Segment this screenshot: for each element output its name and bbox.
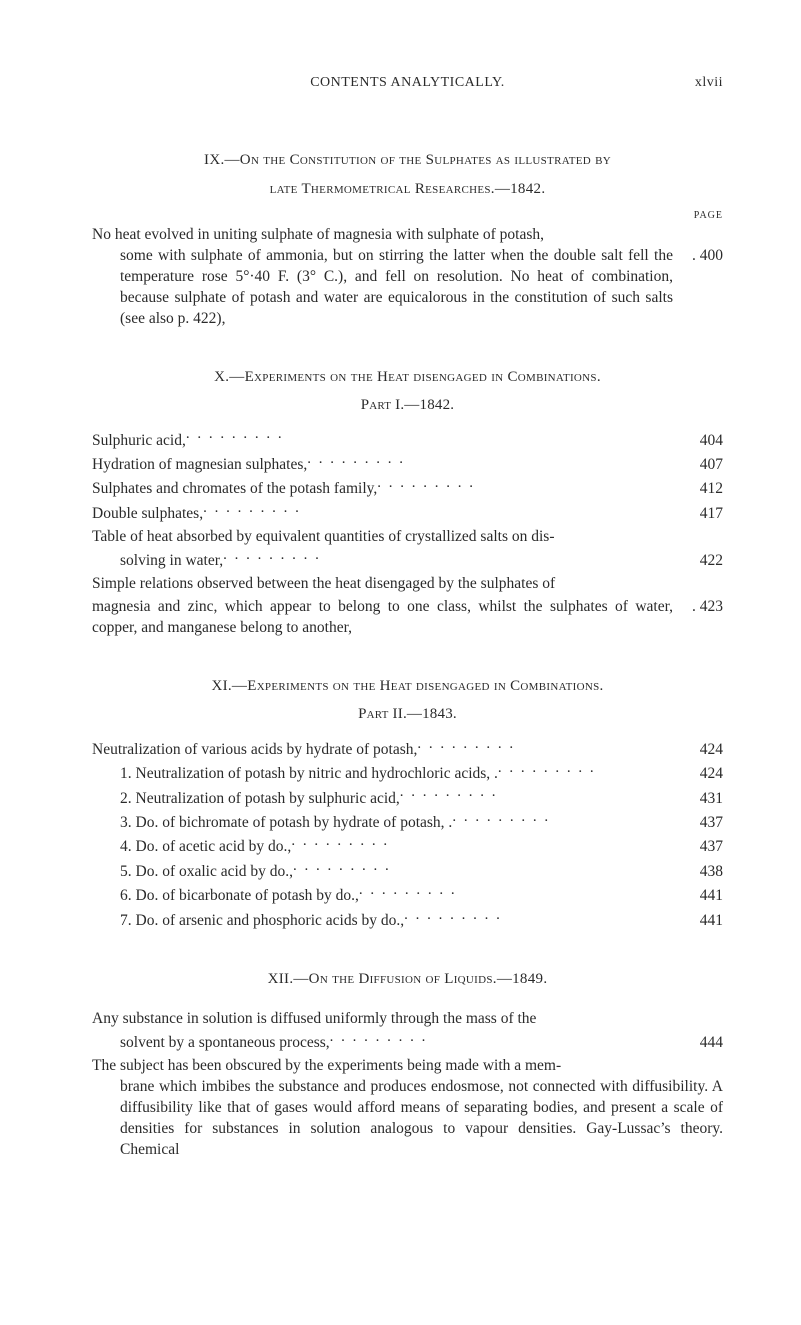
section-xii-para2-lead: The subject has been obscured by the exp… [92,1056,723,1077]
section-xii-title: XII.—On the Diffusion of Liquids.—1849. [128,968,688,991]
list-page: 424 [673,764,723,785]
toc-page: 444 [673,1033,723,1054]
section-xi-title: XI.—Experiments on the Heat disengaged i… [128,675,688,698]
section-x-subtitle: Part I.—1842. [92,395,723,415]
leader-dots [377,478,673,494]
toc-label: Double sulphates, [92,504,203,525]
section-x-para2-body: magnesia and zinc, which appear to belon… [92,597,673,639]
list-page: 437 [673,813,723,834]
toc-page: 417 [673,504,723,525]
section-xi-subtitle: Part II.—1843. [92,704,723,724]
list-label: 7. Do. of arsenic and phosphoric acids b… [92,911,404,932]
leader-dots [291,836,673,852]
leader-dots [404,909,673,925]
toc-label: Sulphuric acid, [92,431,186,452]
section-x-para2-lead: Simple relations observed between the he… [92,574,723,595]
section-xii-para2-body: brane which imbibes the substance and pr… [92,1077,723,1161]
leader-dots [452,812,673,828]
page-label: PAGE [92,209,723,223]
section-xii: XII.—On the Diffusion of Liquids.—1849. … [92,968,723,1161]
section-x-title: X.—Experiments on the Heat disengaged in… [128,366,688,389]
section-xi-list: 1. Neutralization of potash by nitric an… [92,763,723,932]
toc-entry: solvent by a spontaneous process, 444 [92,1032,723,1054]
list-label: 2. Neutralization of potash by sulphuric… [92,789,400,810]
toc-page: 412 [673,479,723,500]
list-page: 431 [673,789,723,810]
leader-dots [223,550,673,566]
list-page: 441 [673,911,723,932]
toc-entry: magnesia and zinc, which appear to belon… [92,597,723,639]
toc-page: . 423 [673,597,723,618]
toc-label: Neutralization of various acids by hydra… [92,740,417,761]
toc-page: 404 [673,431,723,452]
toc-page: 422 [673,551,723,572]
section-xi: XI.—Experiments on the Heat disengaged i… [92,675,723,932]
section-ix-para-body: some with sulphate of ammonia, but on st… [92,246,673,330]
section-ix: IX.—On the Constitution of the Sulphates… [92,149,723,330]
list-page: 438 [673,862,723,883]
leader-dots [498,763,673,779]
section-x-para1-cont: solving in water, [92,551,223,572]
leader-dots [186,429,673,445]
section-ix-title-line1: IX.—On the Constitution of the Sulphates… [128,149,688,172]
section-ix-page: . 400 [673,246,723,267]
leader-dots [400,787,673,803]
toc-label: Hydration of magnesian sulphates, [92,455,307,476]
leader-dots [203,502,673,518]
toc-entry: solving in water, 422 [92,550,723,572]
list-label: 4. Do. of acetic acid by do., [92,837,291,858]
leader-dots [417,738,673,754]
section-ix-title-line2: late Thermometrical Researches.—1842. [128,178,688,201]
toc-page: 424 [673,740,723,761]
leader-dots [330,1032,673,1048]
leader-dots [307,453,673,469]
section-ix-para-lead: No heat evolved in uniting sulphate of m… [92,226,544,243]
list-page: 437 [673,837,723,858]
list-page: 441 [673,886,723,907]
running-head-title: CONTENTS ANALYTICALLY. [92,74,663,93]
toc-page: 407 [673,455,723,476]
section-x: X.—Experiments on the Heat disengaged in… [92,366,723,639]
list-label: 6. Do. of bicarbonate of potash by do., [92,886,359,907]
section-ix-para: No heat evolved in uniting sulphate of m… [92,225,723,330]
running-head-folio: xlvii [663,74,723,93]
list-label: 5. Do. of oxalic acid by do., [92,862,293,883]
running-head: CONTENTS ANALYTICALLY. xlvii [92,74,723,93]
section-xii-para1-cont: solvent by a spontaneous process, [92,1033,330,1054]
leader-dots [293,860,673,876]
list-item: 7. Do. of arsenic and phosphoric acids b… [92,909,723,931]
toc-entry: Double sulphates, 417 [92,502,723,524]
leader-dots [359,885,673,901]
